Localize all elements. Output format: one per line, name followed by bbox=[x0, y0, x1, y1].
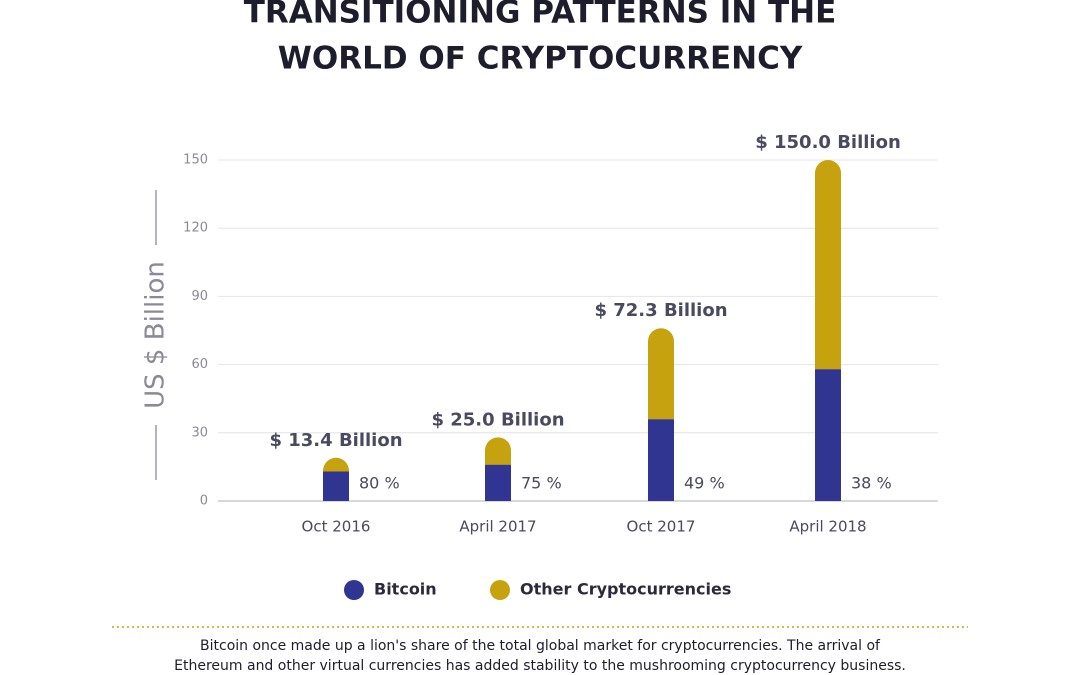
chart-title: WORLD OF CRYPTOCURRENCY bbox=[278, 41, 803, 77]
legend-swatch bbox=[344, 580, 364, 600]
y-tick-label: 90 bbox=[191, 289, 208, 304]
share-label: 75 % bbox=[521, 474, 562, 493]
legend-swatch bbox=[490, 580, 510, 600]
y-tick-label: 30 bbox=[191, 425, 208, 440]
total-label: $ 150.0 Billion bbox=[755, 132, 901, 153]
y-tick-label: 120 bbox=[183, 221, 208, 236]
y-tick-label: 60 bbox=[191, 357, 208, 372]
share-label: 80 % bbox=[359, 474, 400, 493]
bar-segment bbox=[815, 369, 841, 501]
bar-segment bbox=[485, 464, 511, 501]
total-label: $ 72.3 Billion bbox=[594, 300, 727, 321]
bar-segment bbox=[815, 160, 841, 370]
bar-segment bbox=[323, 471, 349, 501]
total-label: $ 13.4 Billion bbox=[269, 430, 402, 451]
caption: Ethereum and other virtual currencies ha… bbox=[174, 658, 906, 674]
legend-label: Bitcoin bbox=[374, 580, 437, 599]
bar-segment bbox=[485, 437, 511, 465]
bar-segment bbox=[648, 419, 674, 501]
x-tick-label: Oct 2017 bbox=[627, 518, 696, 536]
chart-title: TRANSITIONING PATTERNS IN THE bbox=[244, 0, 837, 31]
y-tick-label: 0 bbox=[200, 494, 208, 509]
y-tick-label: 150 bbox=[183, 153, 208, 168]
bar-segment bbox=[323, 457, 349, 472]
bar-segment bbox=[648, 328, 674, 420]
x-tick-label: Oct 2016 bbox=[302, 518, 371, 536]
total-label: $ 25.0 Billion bbox=[431, 409, 564, 430]
share-label: 38 % bbox=[851, 474, 892, 493]
x-tick-label: April 2018 bbox=[789, 518, 866, 536]
share-label: 49 % bbox=[684, 474, 725, 493]
caption: Bitcoin once made up a lion's share of t… bbox=[200, 638, 881, 654]
x-tick-label: April 2017 bbox=[459, 518, 536, 536]
legend-label: Other Cryptocurrencies bbox=[520, 580, 731, 599]
y-axis-label: US $ Billion bbox=[141, 261, 171, 409]
